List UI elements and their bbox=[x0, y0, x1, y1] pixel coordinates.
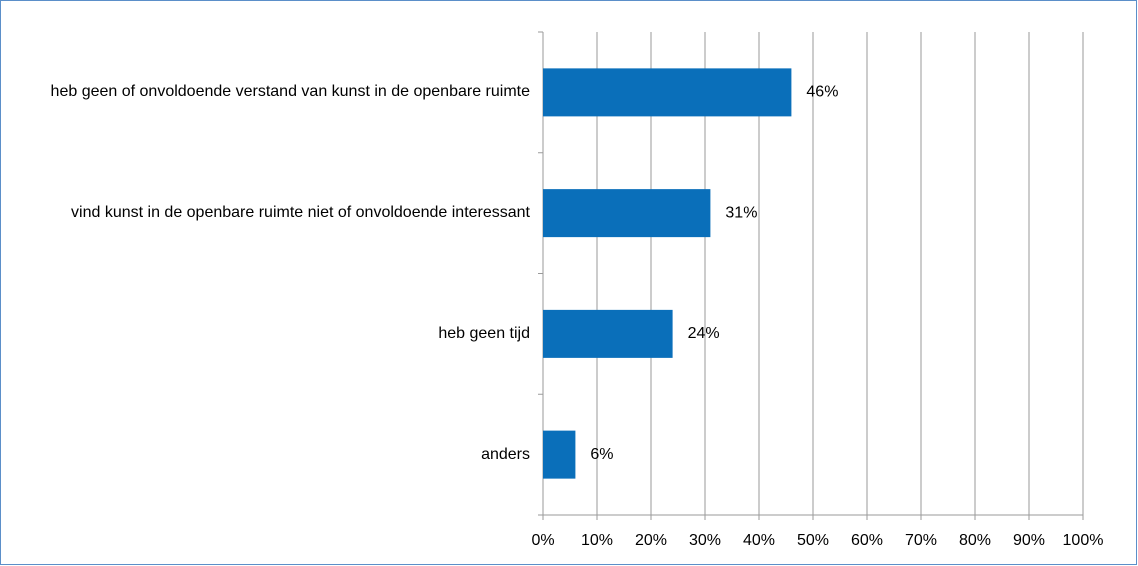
x-tick-label: 40% bbox=[743, 532, 775, 549]
data-label: 6% bbox=[590, 446, 613, 463]
x-tick-label: 20% bbox=[635, 532, 667, 549]
y-tick-label: heb geen of onvoldoende verstand van kun… bbox=[51, 82, 530, 102]
data-label: 46% bbox=[806, 84, 838, 101]
y-tick-label: anders bbox=[481, 445, 530, 465]
category-text: vind kunst in de openbare ruimte niet of… bbox=[71, 204, 530, 222]
x-tick-label: 30% bbox=[689, 532, 721, 549]
x-tick-label: 100% bbox=[1063, 532, 1104, 549]
x-tick-label: 10% bbox=[581, 532, 613, 549]
bar bbox=[543, 189, 711, 238]
x-tick-label: 50% bbox=[797, 532, 829, 549]
y-tick-label: heb geen tijd bbox=[438, 324, 530, 344]
y-tick-label: vind kunst in de openbare ruimte niet of… bbox=[71, 203, 530, 223]
data-label: 31% bbox=[725, 204, 757, 221]
bar bbox=[543, 430, 576, 479]
category-text: anders bbox=[481, 445, 530, 463]
category-text: heb geen of onvoldoende verstand van kun… bbox=[50, 83, 530, 101]
x-tick-label: 60% bbox=[851, 532, 883, 549]
x-tick-label: 80% bbox=[959, 532, 991, 549]
bar bbox=[543, 309, 673, 358]
category-text: heb geen tijd bbox=[438, 324, 530, 342]
x-tick-label: 70% bbox=[905, 532, 937, 549]
bar bbox=[543, 68, 792, 117]
data-label: 24% bbox=[688, 325, 720, 342]
x-tick-label: 90% bbox=[1013, 532, 1045, 549]
x-tick-label: 0% bbox=[531, 532, 554, 549]
